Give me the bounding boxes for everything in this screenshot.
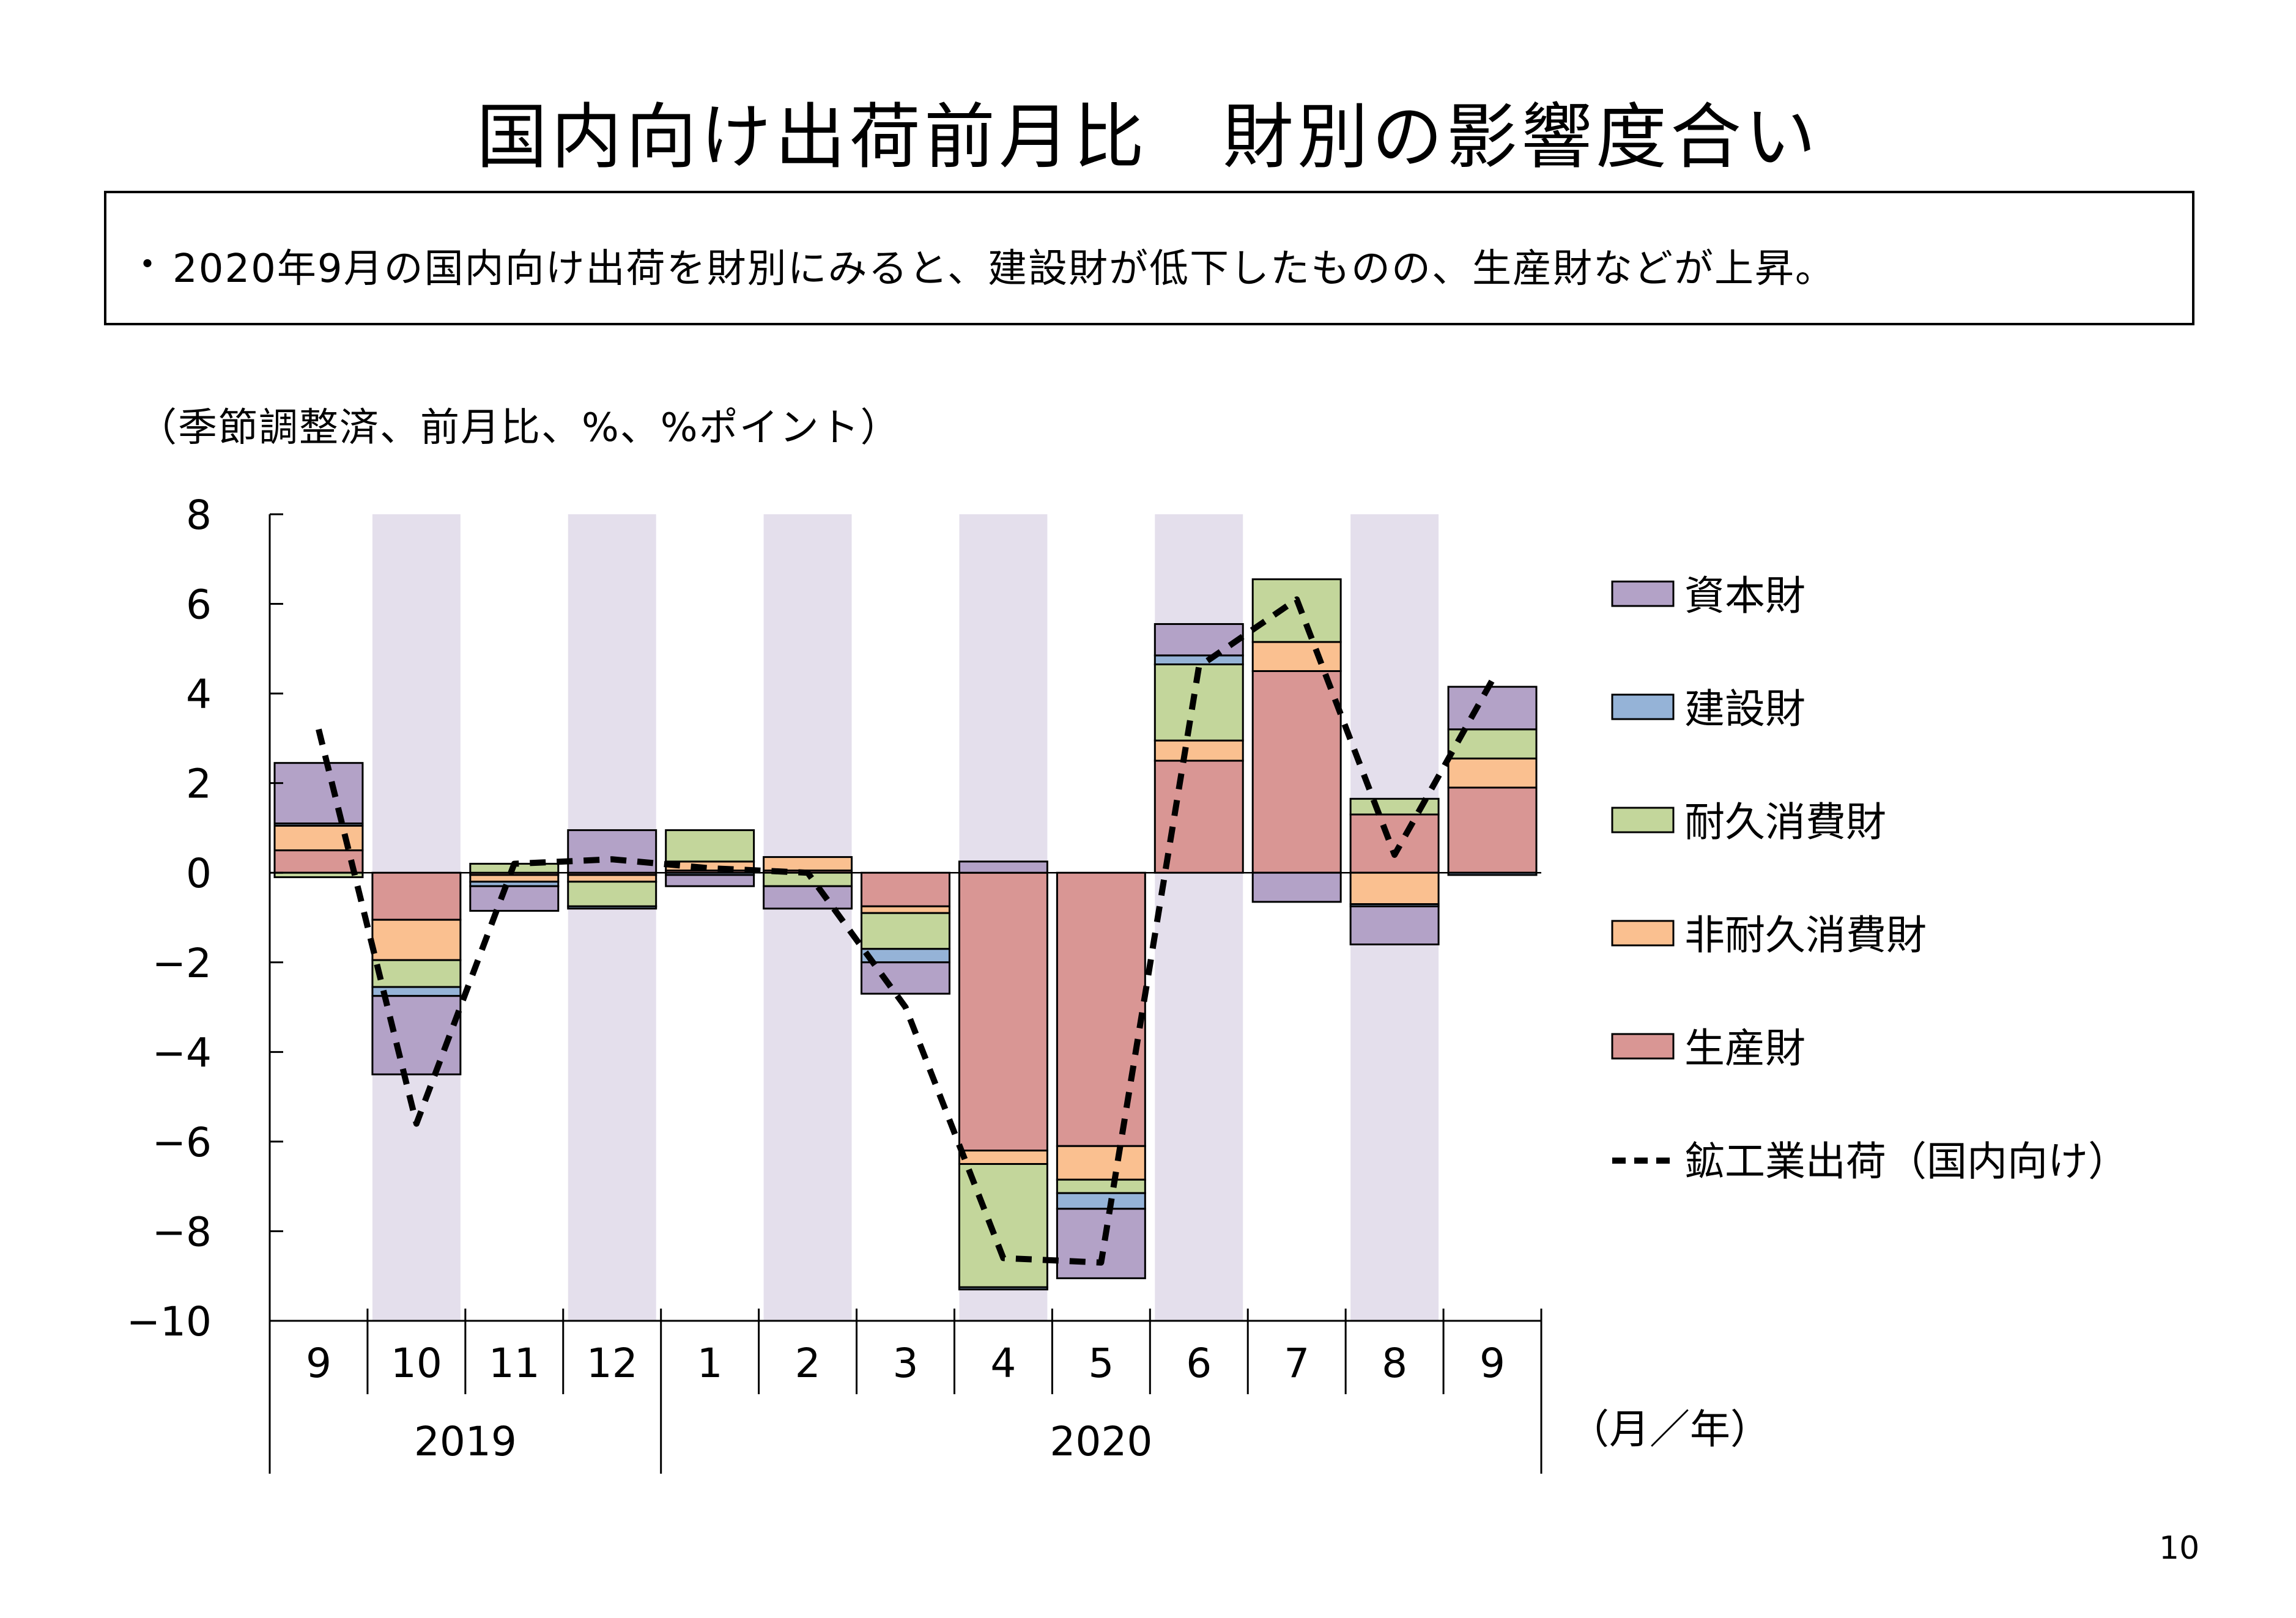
x-tick-label: 9 (1479, 1340, 1505, 1387)
x-tick-label: 12 (587, 1340, 638, 1387)
bar-segment (567, 829, 657, 874)
x-tick-label: 11 (489, 1340, 540, 1387)
bar-segment (1154, 739, 1244, 762)
y-tick-label: −2 (152, 940, 212, 987)
bar-segment (1349, 871, 1440, 906)
x-tick-label: 2 (795, 1340, 821, 1387)
legend-label: 鉱工業出荷（国内向け） (1684, 1138, 2128, 1185)
bar-segment (665, 874, 755, 887)
legend-label: 建設財 (1684, 685, 1805, 733)
bar-segment (1154, 623, 1244, 657)
bar-segment (861, 905, 950, 914)
year-label: 2019 (414, 1418, 517, 1465)
summary-bullet: ・ (128, 242, 167, 287)
x-tick-label: 3 (893, 1340, 919, 1387)
x-tick-label: 7 (1284, 1340, 1309, 1387)
x-tick-label: 4 (990, 1340, 1016, 1387)
bar-segment (567, 874, 657, 883)
summary-box: ・ 2020年9月の国内向け出荷を財別にみると、建設財が低下したものの、生産財な… (104, 191, 2194, 325)
y-tick-label: 8 (186, 492, 212, 539)
bar-segment (1447, 685, 1538, 731)
bar-segment (469, 874, 560, 883)
line-layer (316, 596, 1495, 1266)
legend-swatch (1611, 920, 1675, 947)
bar-segment (958, 1286, 1048, 1291)
legend-swatch (1611, 807, 1675, 833)
shaded-band (568, 514, 656, 1321)
y-tick-label: −8 (152, 1208, 212, 1255)
bar-segment (665, 829, 755, 863)
legend-swatch (1611, 580, 1675, 607)
bar-segment (273, 762, 364, 825)
x-unit-label: （月／年） (1569, 1406, 1771, 1453)
bar-segment (1251, 578, 1342, 643)
bar-segment (1447, 757, 1538, 789)
x-tick-label: 9 (306, 1340, 331, 1387)
bar-segment (371, 959, 462, 988)
bar-segment (1251, 871, 1342, 903)
bar-segment (1056, 1145, 1146, 1181)
y-tick-label: 6 (186, 582, 212, 629)
y-tick-label: −10 (127, 1298, 212, 1345)
bar-segment (958, 1163, 1048, 1288)
bar-segment (273, 849, 364, 874)
bar-segment (958, 871, 1048, 1152)
x-tick-label: 5 (1088, 1340, 1114, 1387)
bar-segment (1056, 1178, 1146, 1194)
bar-segment (1056, 1208, 1146, 1279)
bar-segment (861, 912, 950, 950)
bar-segment (567, 905, 657, 910)
legend-label: 資本財 (1684, 572, 1805, 619)
bar-segment (371, 995, 462, 1076)
bar-segment (1447, 786, 1538, 874)
bar-segment (371, 871, 462, 921)
bar-segment (1056, 1192, 1146, 1210)
bar-segment (1251, 641, 1342, 672)
year-label: 2020 (1050, 1418, 1152, 1465)
page-number: 10 (2159, 1530, 2200, 1567)
bar-segment (861, 871, 950, 907)
bar-segment (1349, 813, 1440, 874)
bar-segment (567, 881, 657, 907)
bar-segment (1349, 905, 1440, 945)
y-tick-label: 4 (186, 671, 212, 718)
unit-note: （季節調整済、前月比、%、%ポイント） (138, 405, 901, 451)
bar-segment (1154, 654, 1244, 665)
x-tick-label: 6 (1186, 1340, 1212, 1387)
bar-segment (1251, 670, 1342, 874)
y-tick-label: 2 (186, 761, 212, 808)
summary-text: 2020年9月の国内向け出荷を財別にみると、建設財が低下したものの、生産財などが… (172, 246, 1836, 292)
y-tick-label: 0 (186, 850, 212, 897)
bar-segment (861, 961, 950, 995)
legend-label: 生産財 (1684, 1025, 1805, 1072)
chart-title: 国内向け出荷前月比 財別の影響度合い (476, 96, 1820, 179)
x-tick-label: 10 (391, 1340, 442, 1387)
bars-layer (273, 578, 1538, 1291)
y-tick-label: −4 (152, 1029, 212, 1076)
y-tick-label: −6 (152, 1119, 212, 1166)
x-tick-label: 8 (1382, 1340, 1407, 1387)
bar-segment (958, 1150, 1048, 1165)
legend-label: 非耐久消費財 (1684, 912, 1927, 959)
bar-segment (1056, 871, 1146, 1147)
x-tick-label: 1 (697, 1340, 723, 1387)
legend-swatch (1611, 693, 1675, 720)
line-series-shipments (316, 596, 1495, 1266)
bar-segment (763, 885, 853, 910)
bar-segment (371, 918, 462, 961)
bar-segment (469, 885, 560, 912)
legend-swatch (1611, 1033, 1675, 1060)
bar-segment (958, 860, 1048, 874)
legend-label: 耐久消費財 (1684, 799, 1886, 846)
